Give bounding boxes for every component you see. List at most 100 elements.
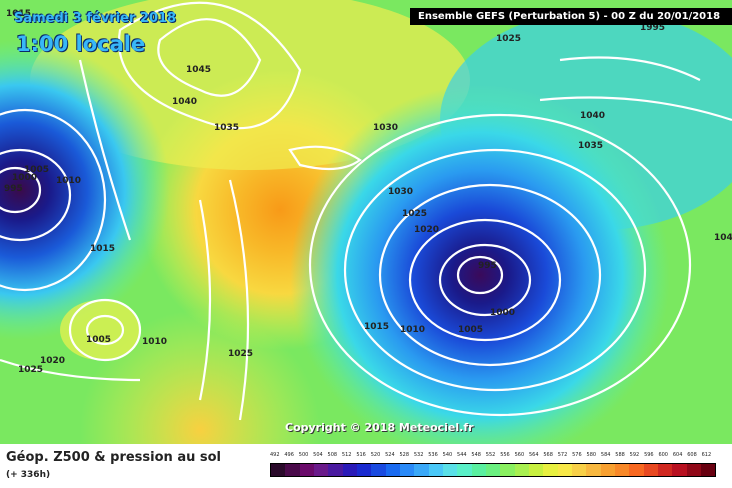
isobar-label: 1045 [186,65,211,75]
scale-swatch [586,464,601,476]
scale-label: 508 [327,452,338,458]
isobars [0,1,732,421]
scale-swatch [414,464,429,476]
legend-subtitle: (+ 336h) [6,470,51,480]
scale-label: 512 [341,452,352,458]
scale-swatch [557,464,572,476]
scale-swatch [471,464,486,476]
scale-label: 500 [298,452,309,458]
scale-label: 560 [514,452,525,458]
isobar-label: 1025 [496,34,521,44]
isobar-label: 1015 [6,9,31,19]
scale-label: 536 [428,452,438,458]
isobar-label: 1020 [414,225,439,235]
isobar-label: 1010 [400,325,425,335]
scale-swatch [643,464,658,476]
isobar-label: 1030 [373,123,398,133]
scale-swatch [600,464,615,476]
legend-footer: Géop. Z500 & pression au sol (+ 336h) 49… [0,444,732,488]
scale-label: 584 [600,452,611,458]
scale-swatch [543,464,558,476]
color-scale-bar [270,463,716,477]
scale-swatch [528,464,544,476]
isobar-labels: 1015 1045 1040 1035 1030 1005 1000 995 1… [4,9,732,375]
scale-label: 612 [701,452,712,458]
isobar-label: 995 [478,261,497,271]
scale-label: 516 [356,452,366,458]
scale-label: 572 [557,452,568,458]
scale-label: 588 [615,452,625,458]
model-run-info: Ensemble GEFS (Perturbation 5) - 00 Z du… [410,8,732,25]
scale-label: 524 [385,452,395,458]
scale-swatch [700,464,716,476]
scale-swatch [672,464,687,476]
scale-swatch [514,464,529,476]
scale-swatch [428,464,443,476]
scale-label: 544 [457,452,467,458]
scale-label: 600 [658,452,668,458]
isobar-label: 1000 [12,173,37,183]
isobar-label: 1010 [56,176,81,186]
scale-label: 568 [543,452,553,458]
isobar-label: 1025 [228,349,253,359]
isobar-label: 1025 [402,209,427,219]
isobar-label: 1015 [90,244,115,254]
scale-label: 608 [687,452,697,458]
scale-label: 532 [413,452,424,458]
scale-label: 604 [672,452,683,458]
scale-label: 492 [270,452,280,458]
scale-label: 556 [500,452,510,458]
scale-label: 504 [313,452,323,458]
scale-swatch [328,464,343,476]
isobar-label: 1030 [388,187,413,197]
isobar-label: 1005 [86,335,111,345]
map-canvas: 1015 1045 1040 1035 1030 1005 1000 995 1… [0,0,732,444]
isobar-label: 1010 [142,337,167,347]
scale-swatch [485,464,501,476]
isobar-label: 1015 [364,322,389,332]
isobar-label: 1995 [640,23,665,33]
legend-title: Géop. Z500 & pression au sol [6,450,221,465]
weather-map: 1015 1045 1040 1035 1030 1005 1000 995 1… [0,0,732,444]
isobar-label: 1040 [714,233,732,243]
scale-swatch [356,464,372,476]
scale-label: 576 [572,452,582,458]
color-scale-labels: 492 496 500 504 508 512 516 520 524 528 532 536 540 5… [270,452,716,462]
isobar-label: 1035 [578,141,603,151]
scale-label: 580 [586,452,597,458]
scale-swatch [342,464,357,476]
isobar-label: 1000 [490,308,515,318]
scale-swatch [629,464,644,476]
scale-swatch [657,464,673,476]
scale-swatch [285,464,300,476]
forecast-local-time: 1:00 locale [16,32,146,56]
scale-swatch [385,464,400,476]
scale-label: 528 [399,452,410,458]
scale-label: 564 [528,452,539,458]
scale-swatch [457,464,472,476]
scale-swatch [313,464,329,476]
scale-swatch [399,464,415,476]
isobar-label: 995 [4,184,23,194]
scale-swatch [299,464,314,476]
scale-swatch [442,464,458,476]
scale-label: 552 [485,452,496,458]
isobar-label: 1040 [580,111,605,121]
scale-label: 548 [471,452,481,458]
scale-swatch [371,464,386,476]
isobar-label: 1025 [18,365,43,375]
copyright: Copyright © 2018 Meteociel.fr [285,421,474,434]
isobar-label: 1020 [40,356,65,366]
isobar-label: 1040 [172,97,197,107]
scale-swatch [614,464,630,476]
scale-label: 496 [284,452,294,458]
scale-swatch [686,464,701,476]
scale-label: 596 [644,452,654,458]
scale-label: 592 [629,452,640,458]
forecast-date: Samedi 3 février 2018 [14,11,177,26]
isobar-label: 1035 [214,123,239,133]
scale-label: 540 [442,452,453,458]
scale-swatch [271,464,286,476]
scale-swatch [571,464,587,476]
isobar-label: 1005 [458,325,483,335]
